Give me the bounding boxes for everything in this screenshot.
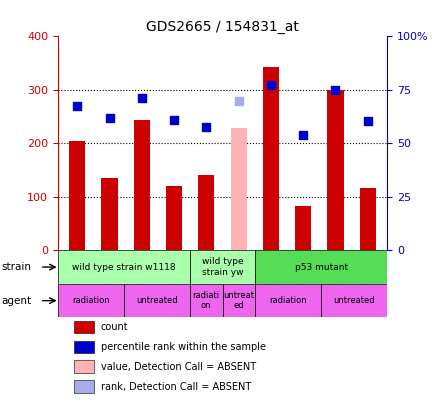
Text: wild type strain w1118: wild type strain w1118 — [72, 262, 175, 272]
Point — [235, 97, 242, 104]
Text: p53 mutant: p53 mutant — [295, 262, 348, 272]
Bar — [101, 178, 117, 250]
Text: strain: strain — [1, 262, 32, 272]
Bar — [74, 380, 94, 393]
Point — [138, 95, 146, 101]
Bar — [74, 360, 94, 373]
Text: untreat
ed: untreat ed — [223, 291, 255, 310]
Bar — [58, 250, 190, 284]
Bar — [190, 250, 255, 284]
Text: radiati
on: radiati on — [193, 291, 219, 310]
Text: percentile rank within the sample: percentile rank within the sample — [101, 342, 266, 352]
Bar — [328, 90, 344, 250]
Title: GDS2665 / 154831_at: GDS2665 / 154831_at — [146, 20, 299, 34]
Bar — [198, 175, 214, 250]
Point — [267, 81, 275, 88]
Bar — [321, 284, 387, 318]
Bar — [74, 341, 94, 353]
Text: radiation: radiation — [270, 296, 307, 305]
Point — [203, 124, 210, 130]
Bar — [231, 128, 247, 250]
Bar — [74, 321, 94, 333]
Text: untreated: untreated — [136, 296, 178, 305]
Text: wild type
strain yw: wild type strain yw — [202, 257, 243, 277]
Bar — [263, 67, 279, 250]
Bar — [190, 284, 222, 318]
Bar — [166, 186, 182, 250]
Text: radiation: radiation — [72, 296, 109, 305]
Bar — [222, 284, 255, 318]
Point — [299, 132, 307, 139]
Text: value, Detection Call = ABSENT: value, Detection Call = ABSENT — [101, 362, 256, 372]
Point — [332, 87, 339, 93]
Bar — [69, 141, 85, 250]
Bar — [255, 284, 321, 318]
Bar — [360, 188, 376, 250]
Text: count: count — [101, 322, 128, 332]
Point — [106, 115, 113, 121]
Bar — [295, 207, 312, 250]
Text: untreated: untreated — [333, 296, 375, 305]
Bar — [134, 120, 150, 250]
Point — [74, 103, 81, 109]
Text: agent: agent — [1, 296, 32, 306]
Bar — [255, 250, 387, 284]
Bar — [124, 284, 190, 318]
Bar — [58, 284, 124, 318]
Point — [170, 117, 178, 124]
Text: rank, Detection Call = ABSENT: rank, Detection Call = ABSENT — [101, 382, 251, 392]
Point — [364, 118, 371, 124]
